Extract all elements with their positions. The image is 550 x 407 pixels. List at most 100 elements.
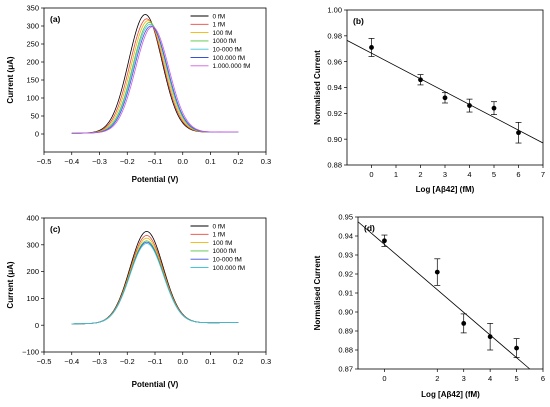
x-tick-label: −0.3 <box>92 157 107 166</box>
x-tick-label: 2 <box>435 374 439 383</box>
y-axis-title: Normalised Current <box>313 50 322 125</box>
x-tick-label: −0.1 <box>148 357 163 366</box>
legend-label: 100.000 fM <box>213 55 246 62</box>
y-tick-label: 350 <box>26 4 39 13</box>
data-point <box>382 238 387 244</box>
y-tick-label: 0.92 <box>327 109 342 118</box>
y-tick-label: 0.90 <box>338 308 353 317</box>
y-tick-label: 0.96 <box>327 57 342 66</box>
y-axis-title: Current (μA) <box>6 56 15 103</box>
panel-label: (d) <box>364 223 375 233</box>
y-tick-label: 0.93 <box>338 251 353 260</box>
y-tick-label: −100 <box>22 348 39 357</box>
legend-label: 100 fM <box>213 30 233 37</box>
y-tick-label: 150 <box>26 76 39 85</box>
series-line <box>71 243 239 325</box>
x-tick-label: 1 <box>394 170 398 179</box>
panel-d: (d) 0 2 3 4 5 6 0.87 0.88 0.89 0.90 0.91 0.92 0.93 0.9… <box>313 213 545 399</box>
x-tick-label: 0.2 <box>233 357 243 366</box>
x-tick-label: −0.4 <box>64 357 79 366</box>
x-tick-label: 0 <box>369 170 373 179</box>
x-tick-label: 0.3 <box>261 157 271 166</box>
x-tick-label: −0.5 <box>37 157 52 166</box>
x-tick-label: 3 <box>462 374 466 383</box>
data-point <box>418 77 423 83</box>
data-point <box>369 45 374 50</box>
x-tick-label: −0.2 <box>120 357 135 366</box>
legend-label: 1 fM <box>213 232 226 239</box>
legend-label: 0 fM <box>213 223 226 230</box>
y-tick-label: 0.91 <box>338 289 353 298</box>
y-tick-label: 0.90 <box>327 135 342 144</box>
legend-label: 100 fM <box>213 240 233 247</box>
x-tick-label: 0.3 <box>261 357 271 366</box>
y-tick-label: 0.89 <box>338 327 353 336</box>
x-tick-label: 4 <box>488 374 492 383</box>
panel-label: (b) <box>353 16 364 26</box>
x-axis-title: Log [Aβ42] (fM) <box>416 185 475 194</box>
plot-frame <box>43 217 267 353</box>
x-tick-label: 0.0 <box>178 157 188 166</box>
legend-label: 0 fM <box>213 13 226 20</box>
y-tick-label: 200 <box>26 58 39 67</box>
x-axis-title: Log [Aβ42] (fM) <box>421 390 480 399</box>
data-point <box>442 95 448 101</box>
panel-b: (b) 0 1 2 3 4 5 6 7 0.88 0.90 0.92 0.94 0.96 0.98 1.00 L… <box>313 6 545 194</box>
data-point <box>434 269 440 275</box>
y-axis-title: Normalised Current <box>313 255 322 330</box>
legend-label: 10-000 fM <box>213 257 242 264</box>
y-tick-label: 50 <box>31 112 39 121</box>
panel-a: (a) −0.5 −0.4 −0.3 −0.2 −0.1 0.0 0.1 0.2 0.3 0 50 10… <box>6 4 271 184</box>
panel-c: (c) −0.5 −0.4 −0.3 −0.2 −0.1 0.0 0.1 0.2 0.3 −100 0… <box>6 214 271 389</box>
y-tick-label: 400 <box>26 214 39 223</box>
data-point <box>516 130 521 136</box>
data-point <box>487 334 493 340</box>
x-tick-label: 6 <box>516 170 520 179</box>
y-tick-label: 0.98 <box>327 31 342 40</box>
panel-label: (a) <box>50 14 61 24</box>
y-tick-label: 250 <box>26 40 39 49</box>
y-tick-label: 300 <box>26 22 39 31</box>
fit-line <box>357 221 531 370</box>
x-tick-label: 6 <box>541 374 545 383</box>
y-tick-label: 300 <box>26 240 39 249</box>
y-tick-label: 0.88 <box>338 346 353 355</box>
x-tick-label: 0.1 <box>205 357 215 366</box>
x-tick-label: 0 <box>382 374 386 383</box>
fit-line <box>346 39 544 144</box>
legend-label: 1.000.000 fM <box>213 63 251 70</box>
x-tick-label: −0.5 <box>37 357 52 366</box>
x-tick-label: 4 <box>467 170 471 179</box>
x-tick-label: 5 <box>492 170 496 179</box>
y-tick-label: 1.00 <box>327 6 342 15</box>
x-tick-label: −0.2 <box>120 157 135 166</box>
x-axis-title: Potential (V) <box>132 380 179 389</box>
y-axis-title: Current (μA) <box>6 261 15 308</box>
x-tick-label: 0.2 <box>233 157 243 166</box>
y-tick-label: 0 <box>35 130 39 139</box>
legend-label: 1 fM <box>213 22 226 29</box>
y-tick-label: 200 <box>26 267 39 276</box>
legend-label: 1000 fM <box>213 38 237 45</box>
plot-frame <box>346 9 544 166</box>
x-tick-label: 7 <box>541 170 545 179</box>
x-tick-label: −0.4 <box>64 157 79 166</box>
legend-label: 1000 fM <box>213 248 237 255</box>
x-tick-label: 2 <box>418 170 422 179</box>
y-tick-label: 0 <box>35 321 39 330</box>
panel-label: (c) <box>50 224 61 234</box>
x-tick-label: −0.3 <box>92 357 107 366</box>
series-line <box>71 26 239 134</box>
data-point <box>467 103 472 108</box>
y-tick-label: 0.94 <box>338 232 353 241</box>
legend-label: 10-000 fM <box>213 47 242 54</box>
y-tick-label: 100 <box>26 94 39 103</box>
y-tick-label: 0.88 <box>327 161 342 170</box>
y-tick-label: 0.87 <box>338 365 353 374</box>
legend-label: 100.000 fM <box>213 265 246 272</box>
x-axis-title: Potential (V) <box>132 175 179 184</box>
data-point <box>461 321 467 326</box>
x-tick-label: −0.1 <box>148 157 163 166</box>
data-point <box>491 105 497 111</box>
